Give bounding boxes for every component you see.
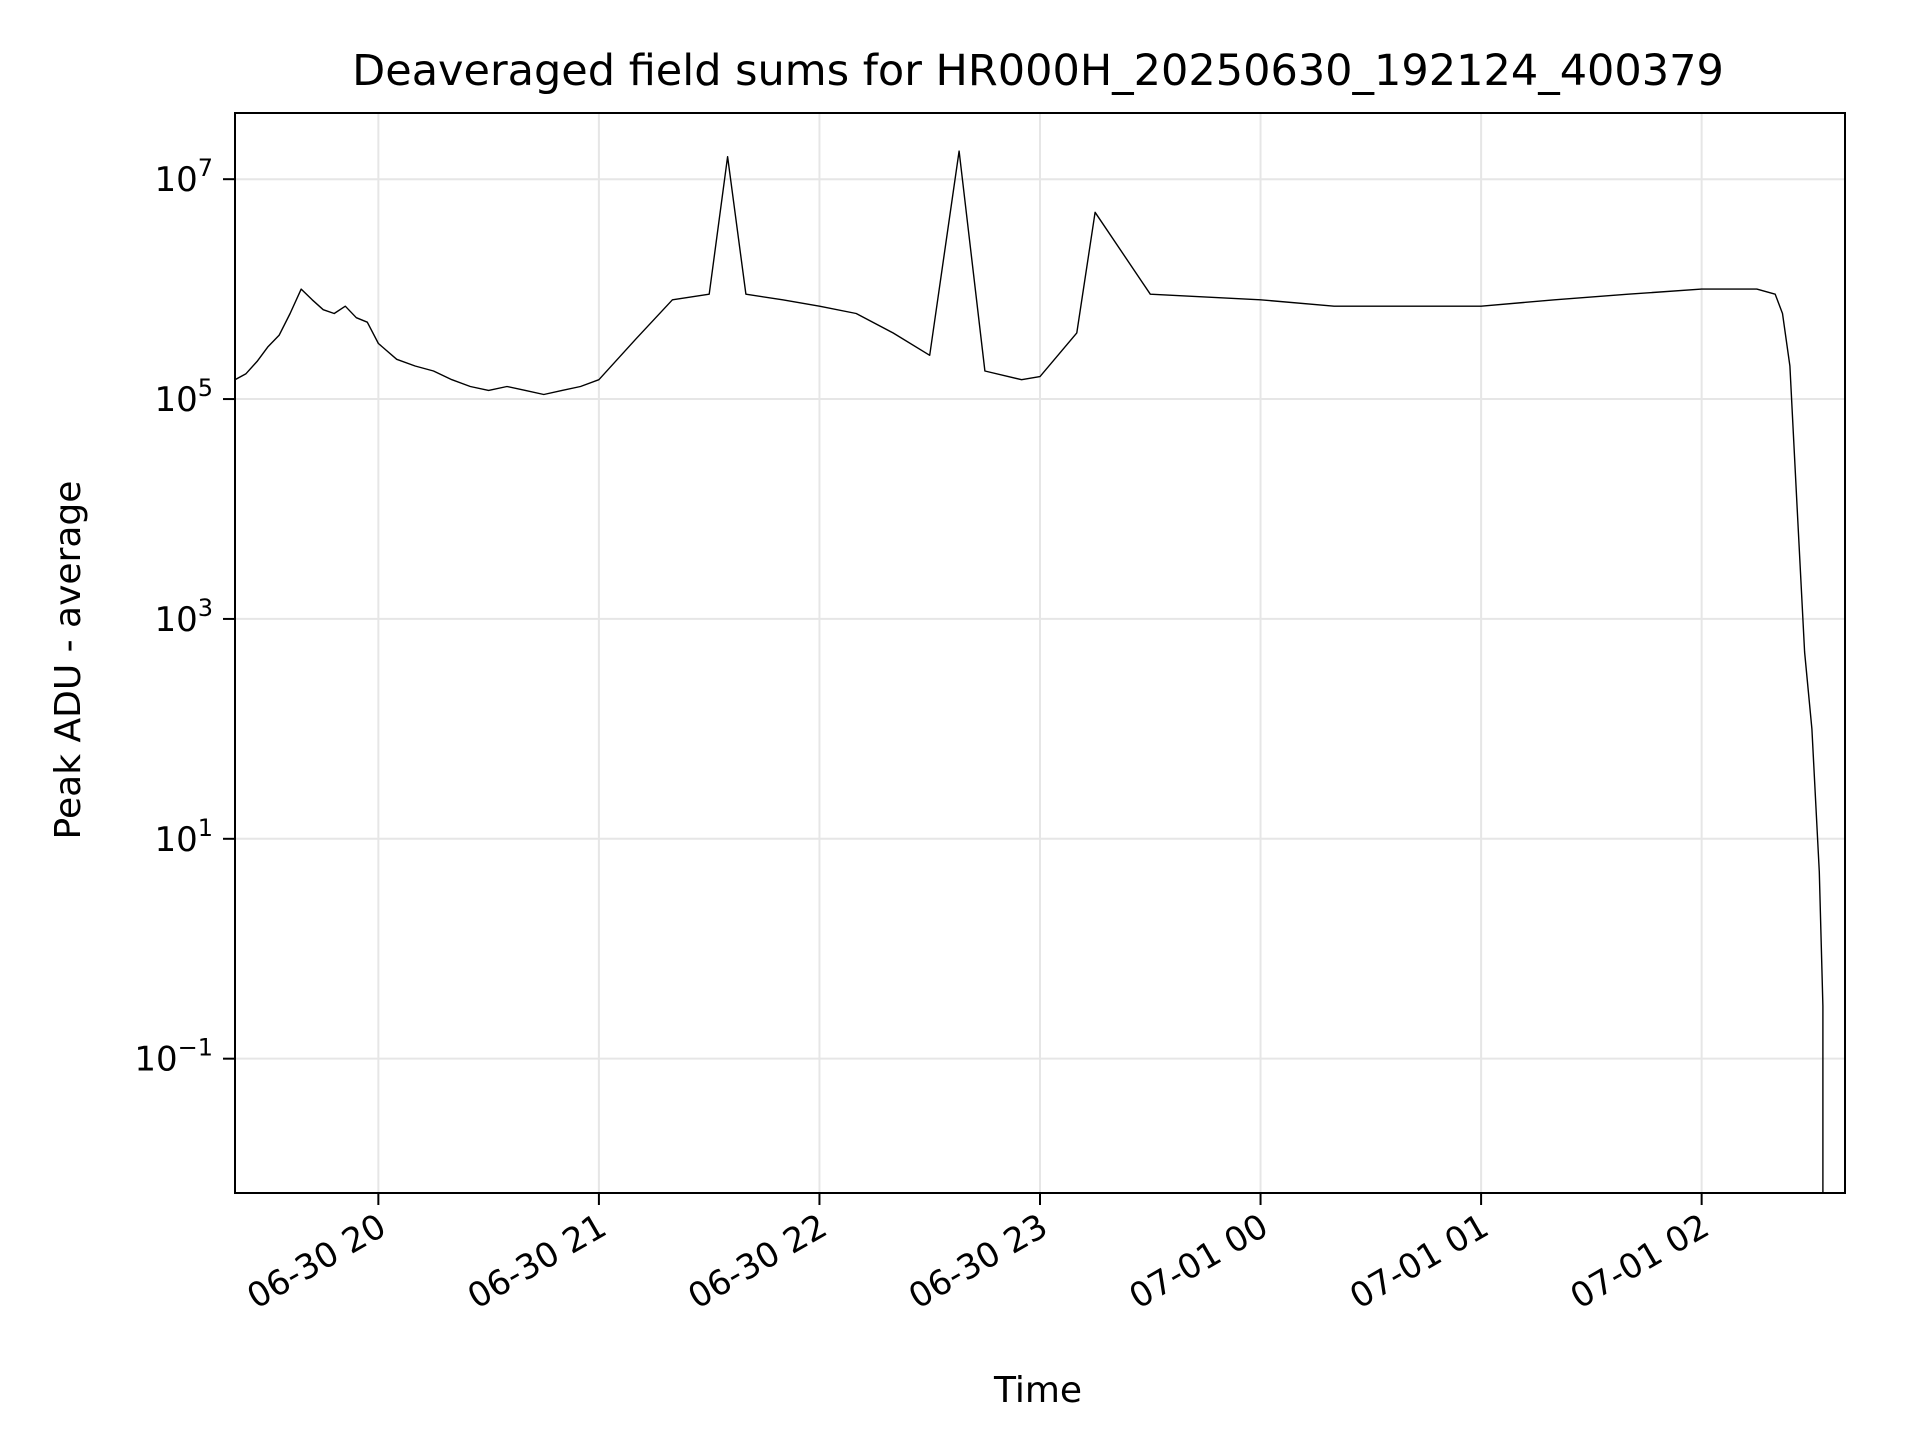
chart-title: Deaveraged field sums for HR000H_2025063… xyxy=(352,46,1724,96)
y-tick-label: 101 xyxy=(154,814,213,860)
data-series xyxy=(235,150,1824,1193)
series-line xyxy=(235,150,1824,1193)
y-tick-label: 105 xyxy=(154,374,213,420)
grid xyxy=(235,113,1845,1193)
y-axis: 10−1 101 103 105 107 xyxy=(134,154,235,1080)
y-tick-label: 107 xyxy=(154,154,213,200)
y-axis-label: Peak ADU - average xyxy=(48,481,89,840)
y-tick-label: 10−1 xyxy=(134,1034,213,1080)
y-tick-label: 103 xyxy=(154,594,213,640)
x-axis-label: Time xyxy=(993,1370,1082,1411)
